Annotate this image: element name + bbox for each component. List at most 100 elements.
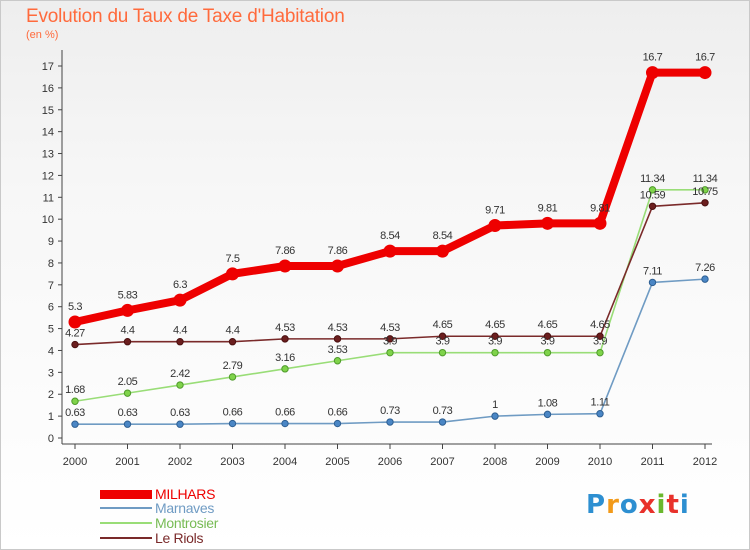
y-tick-label: 4	[48, 345, 54, 357]
y-tick-label: 14	[42, 127, 54, 139]
data-point-milhars	[541, 216, 554, 230]
data-point-marnaves	[123, 420, 132, 428]
data-label-montrosier: 3.9	[593, 336, 607, 348]
y-tick-label: 6	[48, 302, 54, 314]
data-label-le-riols: 4.27	[65, 328, 85, 340]
data-label-le-riols: 10.59	[640, 189, 666, 201]
data-label-montrosier: 2.42	[170, 368, 190, 380]
data-label-marnaves: 1.08	[538, 397, 558, 409]
data-point-milhars	[68, 315, 82, 329]
chart-title: Evolution du Taux de Taxe d'Habitation	[26, 6, 345, 27]
data-label-milhars: 9.81	[538, 202, 558, 214]
data-label-montrosier: 11.34	[640, 173, 665, 185]
logo-letter: P	[586, 490, 607, 520]
data-label-marnaves: 0.66	[275, 407, 295, 419]
y-tick-label: 0	[48, 433, 54, 445]
data-label-marnaves: 0.63	[170, 407, 190, 419]
data-point-milhars	[226, 267, 239, 281]
data-label-le-riols: 4.65	[538, 319, 558, 331]
legend-label-milhars: MILHARS	[155, 486, 216, 502]
data-point-montrosier	[491, 348, 499, 357]
data-label-montrosier: 3.9	[383, 336, 397, 348]
data-label-milhars: 9.81	[590, 202, 610, 214]
y-tick-label: 12	[42, 170, 54, 182]
data-point-marnaves	[176, 420, 184, 428]
x-tick-label: 2000	[63, 456, 87, 468]
data-label-marnaves: 1	[492, 399, 498, 411]
logo-letter: r	[606, 490, 620, 520]
data-label-marnaves: 7.26	[695, 262, 715, 274]
data-point-milhars	[383, 244, 397, 258]
data-point-montrosier	[333, 357, 342, 365]
legend-item-montrosier: Montrosier	[100, 515, 300, 531]
data-point-marnaves	[71, 420, 79, 428]
data-label-montrosier: 3.16	[275, 352, 295, 364]
legend-label-montrosier: Montrosier	[155, 515, 219, 531]
data-point-milhars	[593, 216, 607, 230]
y-tick-label: 2	[48, 389, 54, 401]
data-label-montrosier: 3.9	[540, 336, 554, 348]
x-tick-label: 2002	[168, 456, 192, 468]
data-label-milhars: 5.83	[118, 289, 138, 301]
data-point-le-riols	[491, 332, 499, 340]
logo-letter: x	[638, 490, 657, 520]
data-point-le-riols	[333, 335, 342, 343]
data-point-milhars	[646, 66, 659, 80]
data-point-le-riols	[281, 335, 289, 343]
data-label-le-riols: 10.75	[692, 186, 718, 198]
data-label-milhars: 16.7	[643, 52, 663, 64]
y-tick-label: 16	[42, 83, 54, 95]
data-label-le-riols: 4.65	[590, 319, 610, 331]
data-point-marnaves	[386, 418, 394, 426]
data-point-montrosier	[123, 389, 132, 397]
data-point-milhars	[331, 259, 344, 273]
legend-swatch-milhars	[100, 490, 152, 499]
data-point-marnaves	[228, 419, 237, 428]
y-tick-label: 17	[42, 61, 54, 73]
data-label-montrosier: 3.9	[435, 336, 449, 348]
data-point-le-riols	[596, 332, 604, 340]
data-point-le-riols	[386, 335, 394, 343]
data-label-marnaves: 0.73	[380, 405, 400, 417]
data-label-marnaves: 7.11	[643, 265, 662, 277]
data-label-milhars: 7.86	[275, 245, 295, 257]
data-label-marnaves: 1.11	[591, 397, 610, 409]
data-point-milhars	[436, 244, 449, 258]
data-label-montrosier: 11.34	[693, 173, 718, 185]
data-point-marnaves	[438, 418, 447, 426]
data-label-montrosier: 1.68	[65, 384, 85, 396]
data-label-milhars: 7.86	[328, 245, 348, 257]
data-point-marnaves	[491, 412, 499, 420]
logo-letter: i	[656, 490, 667, 520]
data-point-marnaves	[333, 419, 342, 428]
data-label-montrosier: 2.79	[223, 360, 243, 372]
logo-letter: t	[666, 490, 680, 520]
x-tick-label: 2005	[325, 456, 349, 468]
legend-swatch-marnaves	[100, 507, 152, 509]
data-label-le-riols: 4.65	[485, 319, 505, 331]
y-tick-label: 7	[48, 280, 54, 292]
data-label-marnaves: 0.66	[223, 407, 243, 419]
data-point-milhars	[121, 303, 134, 317]
x-tick-label: 2008	[483, 456, 507, 468]
data-point-milhars	[173, 293, 187, 307]
data-label-le-riols: 4.53	[328, 322, 348, 334]
data-point-montrosier	[438, 348, 447, 357]
data-point-montrosier	[386, 348, 394, 357]
data-point-montrosier	[176, 381, 184, 389]
data-point-le-riols	[648, 202, 657, 210]
y-tick-label: 13	[42, 149, 54, 161]
data-point-milhars	[698, 66, 712, 80]
y-tick-label: 15	[42, 105, 54, 117]
data-point-marnaves	[701, 275, 709, 283]
proxiti-logo: Proxiti	[586, 490, 690, 520]
data-point-le-riols	[176, 338, 184, 346]
legend-swatch-le-riols	[100, 537, 152, 539]
data-label-le-riols: 4.53	[380, 322, 400, 334]
y-tick-label: 11	[43, 192, 54, 204]
data-point-montrosier	[71, 397, 79, 405]
y-tick-label: 1	[48, 411, 54, 423]
data-point-montrosier	[596, 348, 604, 357]
data-point-milhars	[278, 259, 292, 273]
